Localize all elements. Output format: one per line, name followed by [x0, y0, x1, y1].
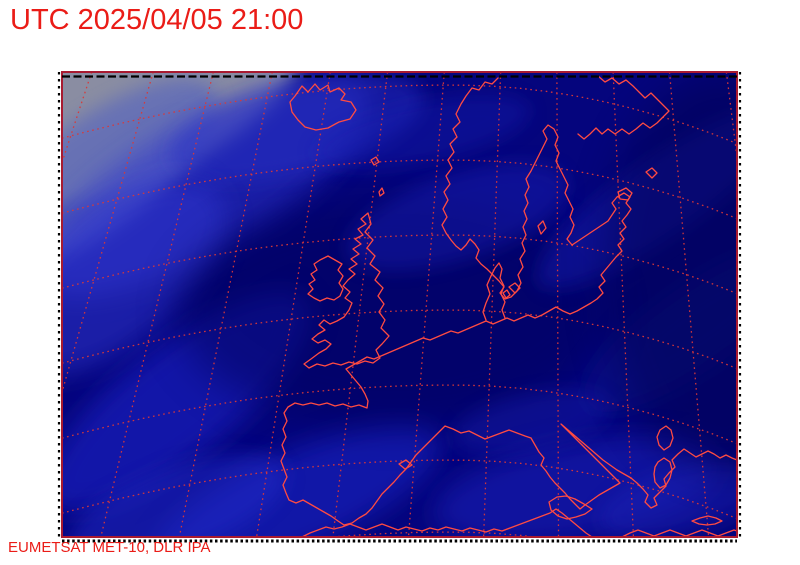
meridian-line: [100, 72, 214, 537]
credit-label: EUMETSAT MET-10, DLR IPA: [8, 539, 211, 556]
coastline-zealand: [508, 282, 521, 294]
coastline-sicily: [548, 495, 593, 520]
coastline-sardinia: [653, 457, 673, 489]
parallel-line: [62, 309, 737, 370]
parallel-line: [62, 234, 737, 295]
parallel-line: [62, 84, 737, 145]
coastline-africa-coast-west: [301, 508, 593, 537]
map-border: [61, 71, 738, 538]
timestamp-label: UTC 2025/04/05 21:00: [10, 4, 304, 36]
coastline-denmark-jutland: [482, 262, 506, 321]
satellite-map: [57, 71, 742, 543]
coastline-fyn: [502, 289, 511, 299]
coastline-faroe-islands: [370, 156, 380, 166]
meridian-line: [178, 72, 273, 537]
coastline-great-britain: [303, 212, 390, 369]
meridian-line: [332, 72, 389, 537]
tick-marks: [57, 72, 742, 543]
meridian-line: [255, 72, 331, 537]
coastline-mallorca: [398, 459, 413, 470]
graticule-layer: [62, 72, 737, 537]
coastline-ireland: [307, 255, 344, 302]
coastline-crete: [691, 515, 723, 526]
coastline-italy-balkans-greece: [560, 423, 737, 509]
coastline-lake-onega: [645, 167, 658, 179]
coastline-gotland: [537, 220, 547, 235]
coastline-africa-coast-east: [621, 529, 737, 537]
coastline-layer: [280, 75, 737, 537]
coastline-iceland: [289, 83, 357, 131]
parallel-line: [62, 459, 737, 520]
parallel-line: [62, 159, 737, 220]
satellite-map-image: [57, 71, 742, 543]
parallel-line: [62, 384, 737, 445]
coastline-lake-ladoga: [617, 187, 633, 201]
coastline-shetland: [378, 187, 385, 197]
coastline-kola-white-sea: [577, 75, 670, 140]
coastline-corsica: [656, 425, 674, 451]
